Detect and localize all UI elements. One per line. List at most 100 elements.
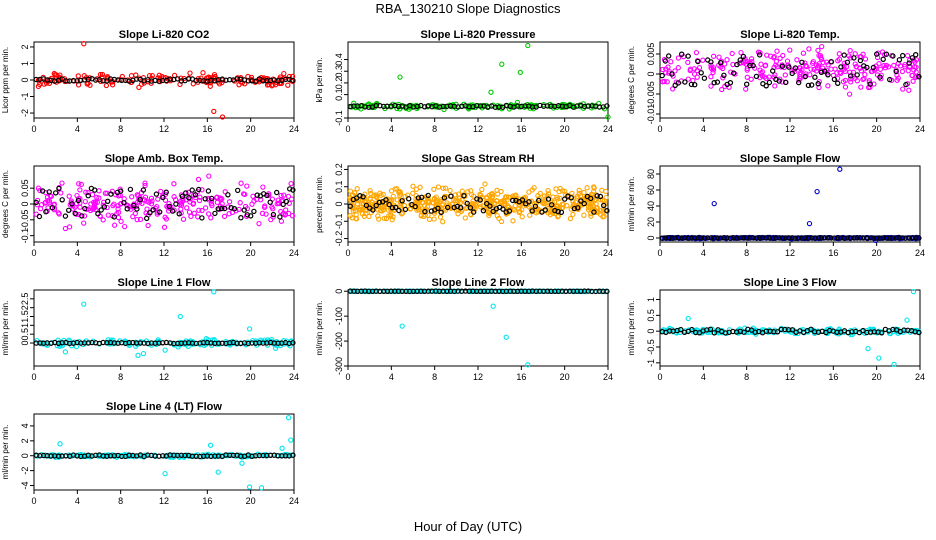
hourly-point bbox=[140, 187, 147, 193]
data-point bbox=[376, 216, 382, 222]
hourly-point bbox=[588, 195, 594, 202]
data-point bbox=[806, 46, 812, 52]
hourly-point bbox=[799, 235, 805, 241]
data-point bbox=[178, 206, 184, 212]
hourly-point bbox=[49, 204, 56, 211]
hourly-point bbox=[682, 79, 688, 85]
x-tick-label: 20 bbox=[246, 496, 256, 506]
hourly-point bbox=[900, 235, 906, 241]
hourly-point bbox=[864, 64, 870, 71]
hourly-point bbox=[189, 187, 195, 193]
data-point bbox=[219, 79, 225, 86]
hourly-point bbox=[783, 79, 789, 86]
data-point bbox=[178, 75, 184, 81]
hourly-point bbox=[744, 81, 750, 87]
hourly-point bbox=[854, 72, 860, 78]
y-tick-label: -0.1 bbox=[20, 228, 30, 244]
plot-frame bbox=[659, 165, 921, 243]
hourly-point bbox=[909, 235, 916, 241]
hourly-point bbox=[883, 51, 890, 57]
data-point bbox=[394, 197, 401, 203]
data-point bbox=[115, 206, 121, 212]
data-point bbox=[111, 201, 117, 207]
x-tick-label: 8 bbox=[432, 372, 437, 382]
data-point bbox=[748, 76, 754, 82]
hourly-point bbox=[844, 59, 851, 66]
hourly-point bbox=[714, 235, 721, 241]
hourly-point bbox=[477, 197, 483, 203]
x-tick-label: 0 bbox=[31, 124, 36, 134]
data-point bbox=[57, 72, 63, 78]
data-point bbox=[441, 106, 447, 113]
data-point bbox=[417, 184, 423, 190]
hourly-point bbox=[774, 329, 781, 335]
hourly-point bbox=[166, 203, 173, 210]
hourly-point bbox=[705, 235, 711, 241]
data-point bbox=[588, 213, 594, 219]
hourly-point bbox=[711, 79, 717, 86]
hourly-point bbox=[247, 213, 254, 219]
plot-frame bbox=[347, 289, 609, 367]
y-tick-label: 0 bbox=[20, 453, 30, 458]
data-point bbox=[498, 218, 505, 225]
series-hourly bbox=[659, 235, 922, 241]
y-tick-label: 1.5 bbox=[20, 310, 30, 323]
data-point bbox=[576, 187, 582, 193]
hourly-point bbox=[360, 194, 366, 200]
hourly-point bbox=[721, 72, 727, 79]
hourly-point bbox=[828, 235, 834, 241]
y-tick-label: 0.05 bbox=[20, 179, 30, 197]
data-point bbox=[118, 218, 124, 225]
panel-10: Slope Line 4 (LT) Flow ml/min per min. 0 4 8… bbox=[1, 401, 299, 506]
y-tick-label: -0.2 bbox=[334, 231, 344, 247]
hourly-point bbox=[848, 235, 854, 241]
data-point bbox=[111, 222, 118, 228]
outlier-point bbox=[711, 200, 717, 207]
data-point bbox=[584, 185, 590, 191]
data-point bbox=[468, 212, 474, 218]
hourly-point bbox=[879, 330, 885, 336]
data-point bbox=[784, 58, 791, 64]
data-point bbox=[516, 209, 522, 216]
hourly-point bbox=[685, 235, 691, 241]
hourly-point bbox=[783, 235, 789, 241]
hourly-point bbox=[458, 204, 464, 211]
panel-8: Slope Line 2 Flow ml/min per min. 0 4 8 12 16 2… bbox=[315, 277, 613, 382]
data-point bbox=[897, 63, 904, 69]
y-axis-label: ml/min per min. bbox=[1, 301, 10, 356]
data-point bbox=[418, 212, 425, 218]
data-point bbox=[134, 216, 140, 223]
outlier-point bbox=[219, 114, 226, 120]
data-point bbox=[219, 196, 225, 202]
data-point bbox=[691, 66, 698, 72]
data-point bbox=[149, 72, 155, 79]
outlier-point bbox=[891, 361, 897, 368]
plot-frame bbox=[33, 289, 295, 367]
data-point bbox=[207, 74, 214, 81]
data-point bbox=[207, 83, 213, 89]
hourly-point bbox=[831, 76, 838, 83]
data-point bbox=[768, 53, 774, 59]
data-point bbox=[213, 195, 220, 201]
outlier-point bbox=[177, 313, 183, 320]
panel-title: Slope Gas Stream RH bbox=[421, 153, 534, 165]
data-point bbox=[862, 56, 869, 62]
data-point bbox=[913, 57, 920, 63]
x-tick-label: 24 bbox=[603, 248, 613, 258]
hourly-point bbox=[69, 201, 75, 207]
data-point bbox=[438, 198, 444, 205]
y-tick-label: 1 bbox=[20, 323, 30, 328]
hourly-point bbox=[526, 199, 532, 205]
data-point bbox=[800, 50, 807, 56]
data-point bbox=[76, 181, 82, 187]
data-point bbox=[144, 198, 150, 204]
hourly-point bbox=[711, 235, 717, 241]
data-point bbox=[381, 204, 387, 210]
x-tick-label: 8 bbox=[432, 124, 437, 134]
hourly-point bbox=[56, 185, 62, 192]
hourly-point bbox=[727, 235, 734, 241]
data-point bbox=[510, 218, 516, 224]
hourly-point bbox=[241, 207, 247, 213]
data-point bbox=[281, 192, 287, 198]
data-point bbox=[910, 78, 916, 84]
